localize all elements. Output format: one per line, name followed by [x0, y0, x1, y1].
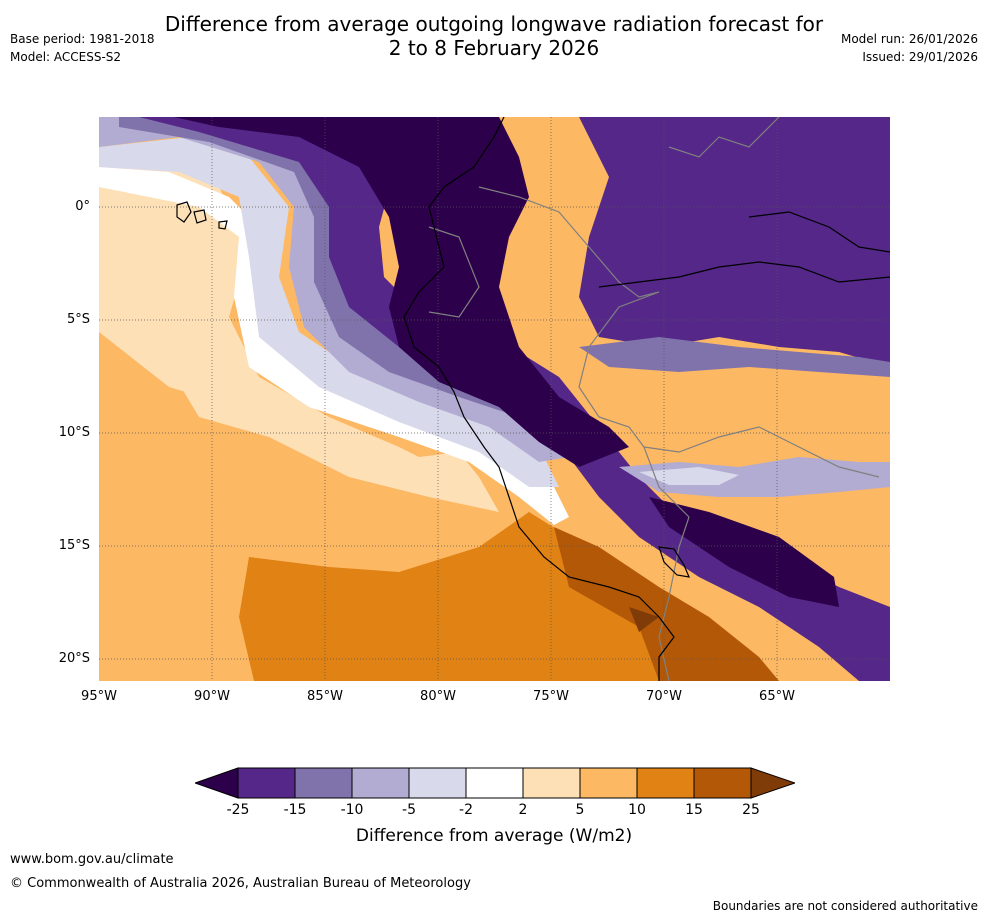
- lat-label-0: 0°: [75, 199, 90, 214]
- colorbar: [195, 767, 795, 799]
- lat-label-5s: 5°S: [66, 312, 90, 327]
- region-p2-5: [99, 157, 499, 517]
- footer-disclaimer: Boundaries are not considered authoritat…: [712, 899, 978, 913]
- cb-bin-m10-m5: [351, 767, 410, 799]
- cb-bin-m2-2: [465, 767, 524, 799]
- meta-right: Model run: 26/01/2026 Issued: 29/01/2026: [841, 30, 978, 66]
- gridlines: [99, 117, 890, 681]
- cb-label-2: 2: [518, 802, 528, 818]
- cb-arrow-high: [750, 767, 795, 799]
- olr-anomaly-map: [99, 117, 890, 681]
- model-name: Model: ACCESS-S2: [10, 50, 122, 64]
- island-galapagos-2: [193, 209, 207, 224]
- region-lt-m25-se: [649, 497, 839, 607]
- coastlines: [176, 117, 890, 681]
- region-s-gt25: [629, 607, 659, 632]
- footer-url[interactable]: www.bom.gov.au/climate: [10, 852, 174, 867]
- chart-title: Difference from average outgoing longwav…: [0, 12, 988, 60]
- lon-label-85w: 85°W: [307, 689, 343, 704]
- lon-label-95w: 95°W: [81, 689, 117, 704]
- cb-bin-p5-10: [579, 767, 638, 799]
- issued-date: Issued: 29/01/2026: [862, 50, 978, 64]
- cb-bin-p10-15: [636, 767, 695, 799]
- region-m10-m5-east: [619, 457, 890, 497]
- cb-label-m5: -5: [402, 802, 416, 818]
- island-titicaca: [658, 546, 690, 578]
- coastline-amazon: [598, 261, 890, 288]
- lon-label-70w: 70°W: [646, 689, 682, 704]
- coastline-north: [748, 211, 890, 253]
- border-ecuador-peru: [428, 226, 480, 318]
- island-galapagos-1: [176, 201, 192, 223]
- cb-label-5: 5: [575, 802, 585, 818]
- island-galapagos-3: [218, 220, 228, 230]
- lon-label-65w: 65°W: [759, 689, 795, 704]
- cb-bin-m25-m15: [237, 767, 296, 799]
- model-run: Model run: 26/01/2026: [840, 32, 978, 46]
- cb-arrow-low: [195, 767, 239, 799]
- cb-bin-m5-m2: [408, 767, 467, 799]
- region-lt-m25-core: [174, 117, 629, 467]
- border-colombia-ecuador-peru: [478, 186, 660, 298]
- lon-label-90w: 90°W: [194, 689, 230, 704]
- border-brazil-venezuela: [668, 117, 780, 158]
- title-line-2: 2 to 8 February 2026: [388, 36, 600, 60]
- border-bolivia-brazil: [643, 426, 880, 478]
- cb-label-m2: -2: [459, 802, 473, 818]
- cb-label-15: 15: [685, 802, 703, 818]
- lon-label-75w: 75°W: [533, 689, 569, 704]
- region-s-p15-25: [554, 527, 779, 681]
- cb-label-m10: -10: [340, 802, 364, 818]
- cb-bin-m15-m10: [294, 767, 353, 799]
- lon-label-80w: 80°W: [420, 689, 456, 704]
- lat-label-15s: 15°S: [58, 538, 90, 553]
- region-p2-5-south: [169, 367, 499, 512]
- cb-label-25: 25: [742, 802, 760, 818]
- lat-label-10s: 10°S: [58, 425, 90, 440]
- lat-label-20s: 20°S: [58, 651, 90, 666]
- colorbar-title: Difference from average (W/m2): [355, 826, 633, 846]
- meta-left: Base period: 1981-2018 Model: ACCESS-S2: [10, 30, 155, 66]
- coastline-south-america: [403, 117, 675, 681]
- cb-label-m15: -15: [283, 802, 307, 818]
- region-m15-m10-east: [579, 337, 890, 377]
- cb-bin-p15-25: [693, 767, 752, 799]
- country-borders: [428, 117, 880, 681]
- footer-copyright: © Commonwealth of Australia 2026, Austra…: [10, 876, 471, 891]
- cb-bin-p2-5: [522, 767, 581, 799]
- cb-label-m25: -25: [226, 802, 250, 818]
- base-period: Base period: 1981-2018: [10, 32, 155, 46]
- title-line-1: Difference from average outgoing longwav…: [164, 12, 824, 36]
- cb-label-10: 10: [628, 802, 646, 818]
- border-peru-brazil: [578, 291, 690, 518]
